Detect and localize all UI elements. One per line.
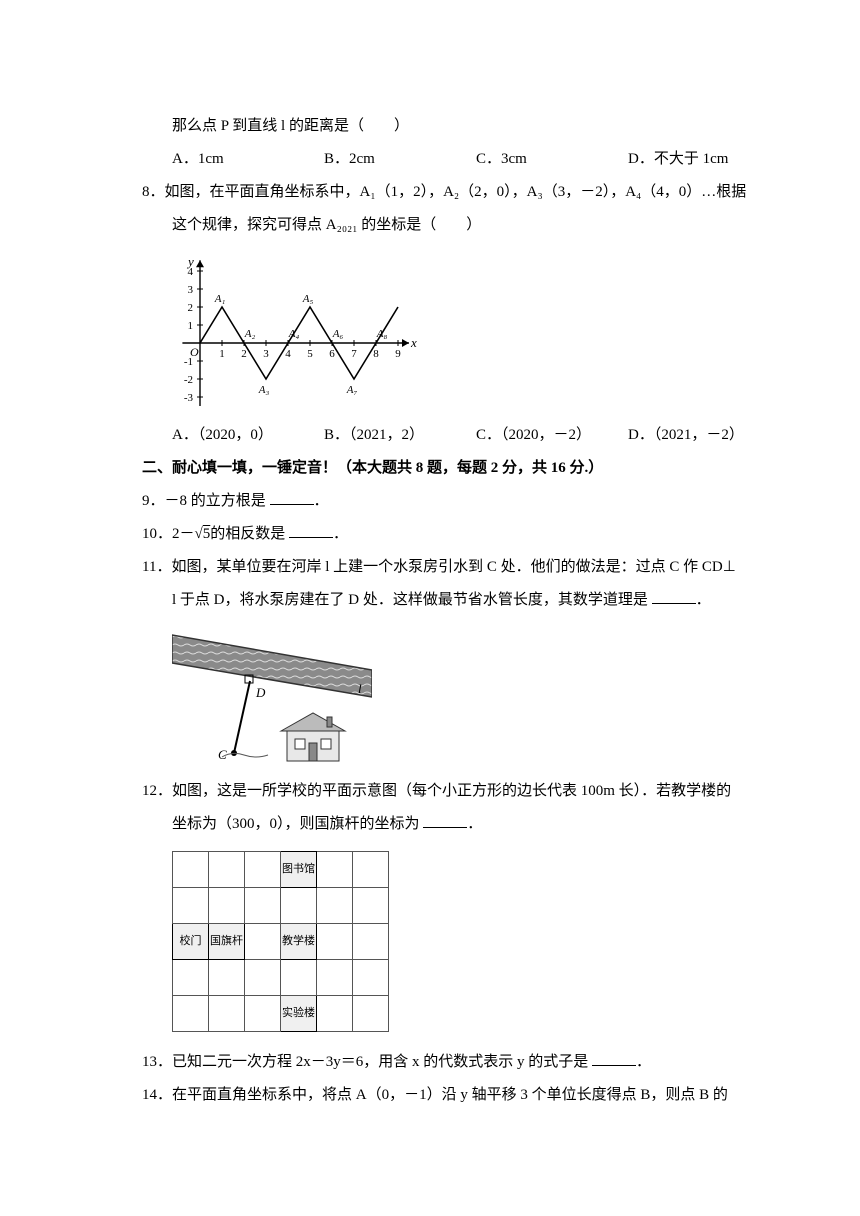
svg-text:3: 3	[188, 284, 194, 296]
svg-text:A₇: A₇	[346, 384, 358, 396]
svg-text:4: 4	[285, 348, 291, 360]
svg-text:6: 6	[329, 348, 335, 360]
svg-text:x: x	[410, 335, 417, 350]
q11-line1: 11．如图，某单位要在河岸 l 上建一个水泵房引水到 C 处．他们的做法是：过点…	[110, 551, 780, 584]
q12-period: ．	[467, 816, 482, 832]
svg-text:-2: -2	[184, 374, 193, 386]
q8-text2: 这个规律，探究可得点 A₂₀₂₁ 的坐标是（ ）	[172, 217, 481, 233]
q14-num: 14．	[142, 1087, 172, 1103]
svg-text:l: l	[358, 681, 362, 696]
q8-chart: 123456789-3-2-11234xyOA₁A₂A₃A₄A₅A₆A₇A₈	[110, 248, 780, 413]
q8-opt-a: A．（2020，0）	[172, 419, 324, 452]
svg-text:A₁: A₁	[214, 293, 226, 305]
q13-period: ．	[636, 1054, 651, 1070]
grid-teaching: 教学楼	[281, 924, 317, 960]
svg-text:8: 8	[373, 348, 379, 360]
svg-text:2: 2	[241, 348, 247, 360]
q11-diagram: l D C	[110, 625, 310, 765]
svg-text:2: 2	[188, 302, 194, 314]
q9-num: 9．	[142, 493, 165, 509]
q11-text2: l 于点 D，将水泵房建在了 D 处．这样做最节省水管长度，其数学道理是	[172, 592, 652, 608]
svg-text:A₂: A₂	[244, 328, 256, 340]
q8-line2: 这个规律，探究可得点 A₂₀₂₁ 的坐标是（ ）	[110, 209, 780, 242]
q13-blank[interactable]	[592, 1051, 636, 1066]
q9-text: －8 的立方根是	[165, 493, 270, 509]
q13-num: 13．	[142, 1054, 172, 1070]
grid-flagpole: 国旗杆	[209, 924, 245, 960]
q7-tail-line: 那么点 P 到直线 l 的距离是（ ）	[110, 110, 780, 143]
q12-text2: 坐标为（300，0），则国旗杆的坐标为	[172, 816, 423, 832]
q10-line: 10．2－√5的相反数是 ．	[110, 518, 780, 551]
svg-text:-3: -3	[184, 392, 194, 404]
q9-blank[interactable]	[270, 490, 314, 505]
grid-lab: 实验楼	[281, 996, 317, 1032]
q10-blank[interactable]	[289, 523, 333, 538]
svg-text:1: 1	[188, 320, 194, 332]
q8-num: 8．	[142, 184, 165, 200]
q10-post: 的相反数是	[210, 526, 289, 542]
q8-line1: 8．如图，在平面直角坐标系中，A₁（1，2），A₂（2，0），A₃（3，－2），…	[110, 176, 780, 209]
q11-blank[interactable]	[652, 589, 696, 604]
svg-text:1: 1	[219, 348, 225, 360]
q13-text: 已知二元一次方程 2x－3y＝6，用含 x 的代数式表示 y 的式子是	[172, 1054, 592, 1070]
section2-title: 二、耐心填一填，一锤定音！（本大题共 8 题，每题 2 分，共 16 分.）	[110, 452, 780, 485]
q8-opt-b: B．（2021，2）	[324, 419, 476, 452]
q12-text1: 如图，这是一所学校的平面示意图（每个小正方形的边长代表 100m 长）．若教学楼…	[172, 783, 731, 799]
q7-opt-c: C．3cm	[476, 143, 628, 176]
q7-options: A．1cm B．2cm C．3cm D．不大于 1cm	[110, 143, 780, 176]
q11-num: 11．	[142, 559, 171, 575]
q8-opt-d: D．（2021，－2）	[628, 419, 780, 452]
q10-period: ．	[333, 526, 348, 542]
svg-text:D: D	[255, 685, 266, 700]
q11-text1: 如图，某单位要在河岸 l 上建一个水泵房引水到 C 处．他们的做法是：过点 C …	[171, 559, 735, 575]
svg-text:O: O	[190, 345, 199, 359]
svg-text:A₆: A₆	[332, 328, 344, 340]
q9-line: 9．－8 的立方根是 ．	[110, 485, 780, 518]
svg-text:C: C	[218, 747, 227, 762]
q12-line2: 坐标为（300，0），则国旗杆的坐标为 ．	[110, 808, 780, 841]
svg-text:9: 9	[395, 348, 401, 360]
grid-library: 图书馆	[281, 852, 317, 888]
svg-text:A₅: A₅	[302, 293, 314, 305]
q7-opt-d: D．不大于 1cm	[628, 143, 780, 176]
q12-blank[interactable]	[423, 813, 467, 828]
q12-grid: 图书馆 校门国旗杆教学楼 实验楼	[110, 851, 780, 1032]
svg-text:5: 5	[307, 348, 313, 360]
q10-num: 10．	[142, 526, 172, 542]
q8-text1: 如图，在平面直角坐标系中，A₁（1，2），A₂（2，0），A₃（3，－2），A₄…	[165, 184, 747, 200]
q12-num: 12．	[142, 783, 172, 799]
svg-text:y: y	[186, 254, 194, 269]
q7-tail-text: 那么点 P 到直线 l 的距离是（ ）	[172, 118, 409, 134]
q7-opt-a: A．1cm	[172, 143, 324, 176]
q11-line2: l 于点 D，将水泵房建在了 D 处．这样做最节省水管长度，其数学道理是 ．	[110, 584, 780, 617]
q8-options: A．（2020，0） B．（2021，2） C．（2020，－2） D．（202…	[110, 419, 780, 452]
svg-text:A₄: A₄	[288, 328, 300, 340]
svg-text:A₃: A₃	[258, 384, 270, 396]
q13-line: 13．已知二元一次方程 2x－3y＝6，用含 x 的代数式表示 y 的式子是 ．	[110, 1046, 780, 1079]
q7-opt-b: B．2cm	[324, 143, 476, 176]
q14-text: 在平面直角坐标系中，将点 A（0，－1）沿 y 轴平移 3 个单位长度得点 B，…	[172, 1087, 728, 1103]
q10-sqrt: √5	[195, 526, 211, 542]
q12-line1: 12．如图，这是一所学校的平面示意图（每个小正方形的边长代表 100m 长）．若…	[110, 775, 780, 808]
svg-text:A₈: A₈	[376, 328, 388, 340]
svg-text:3: 3	[263, 348, 269, 360]
q9-period: ．	[314, 493, 329, 509]
svg-text:7: 7	[351, 348, 357, 360]
grid-gate: 校门	[173, 924, 209, 960]
q8-opt-c: C．（2020，－2）	[476, 419, 628, 452]
q10-pre: 2－	[172, 526, 195, 542]
q14-line: 14．在平面直角坐标系中，将点 A（0，－1）沿 y 轴平移 3 个单位长度得点…	[110, 1079, 780, 1112]
q11-period: ．	[696, 592, 711, 608]
